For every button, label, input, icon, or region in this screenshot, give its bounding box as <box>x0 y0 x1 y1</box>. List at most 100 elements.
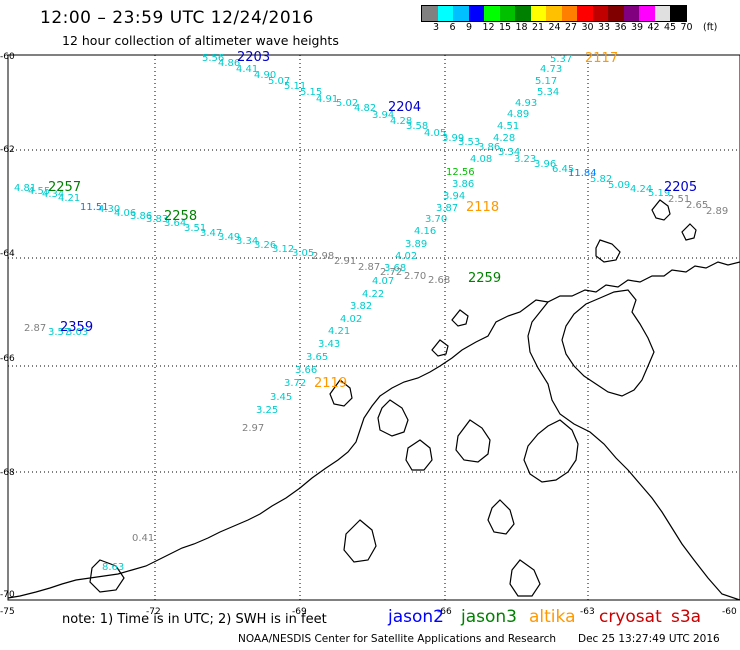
pass-time-label: 2119 <box>314 376 347 391</box>
wave-height-label: 4.28 <box>493 133 515 144</box>
wave-height-label: 4.81 <box>14 183 36 194</box>
wave-height-label: 4.91 <box>316 94 338 105</box>
legend-swatch <box>422 6 438 21</box>
legend-label: 18 <box>515 22 528 33</box>
legend-label: 42 <box>647 22 660 33</box>
satellite-name-altika: altika <box>529 607 576 627</box>
legend-label: 12 <box>482 22 495 33</box>
wave-height-label: 3.87 <box>436 203 458 214</box>
wave-height-label: 0.41 <box>132 533 154 544</box>
wave-height-label: 2.89 <box>706 206 728 217</box>
legend-swatch <box>561 6 577 21</box>
wave-height-label: 12.56 <box>446 167 475 178</box>
legend-swatch <box>453 6 469 21</box>
wave-height-label: 4.08 <box>470 154 492 165</box>
wave-height-label: 2.65 <box>686 200 708 211</box>
wave-height-label: 3.03 <box>66 327 88 338</box>
legend-swatch <box>515 6 531 21</box>
wave-height-label: 3.82 <box>350 301 372 312</box>
wave-height-label: 5.02 <box>336 98 358 109</box>
latitude-label: -70 <box>0 590 15 600</box>
legend-swatch <box>670 6 686 21</box>
wave-height-label: 4.89 <box>507 109 529 120</box>
longitude-label: -60 <box>722 607 737 617</box>
pass-time-label: 2117 <box>585 51 618 66</box>
latitude-label: -62 <box>0 145 15 155</box>
pass-time-label: 2359 <box>60 320 93 335</box>
wave-height-label: 3.68 <box>384 263 406 274</box>
wave-height-label: 3.86 <box>452 179 474 190</box>
wave-height-label: 4.24 <box>630 184 652 195</box>
footer-note: note: 1) Time is in UTC; 2) SWH is in fe… <box>62 612 327 627</box>
wave-height-label: 3.23 <box>514 154 536 165</box>
longitude-label: -69 <box>292 607 307 617</box>
latitude-label: -64 <box>0 249 15 259</box>
map-subtitle: 12 hour collection of altimeter wave hei… <box>62 33 339 48</box>
wave-height-label: 3.89 <box>405 239 427 250</box>
pass-time-label: 2204 <box>388 100 421 115</box>
graticule <box>8 55 740 600</box>
legend-swatch <box>484 6 500 21</box>
wave-height-label: 3.65 <box>306 352 328 363</box>
legend-label: 15 <box>499 22 512 33</box>
wave-height-label: 3.70 <box>425 214 447 225</box>
wave-height-label: 3.26 <box>254 240 276 251</box>
wave-height-label: 2.98 <box>312 251 334 262</box>
legend-swatch <box>546 6 562 21</box>
wave-height-label: 3.51 <box>184 223 206 234</box>
wave-height-label: 4.07 <box>372 276 394 287</box>
wave-height-label: 5.34 <box>537 87 559 98</box>
wave-height-label: 3.72 <box>284 378 306 389</box>
wave-height-label: 4.93 <box>515 98 537 109</box>
wave-height-label: 4.05 <box>424 128 446 139</box>
wave-height-label: 2.97 <box>242 423 264 434</box>
latitude-label: -68 <box>0 468 15 478</box>
axis-tick-labels: -60 -62 -64 -66 -68 -70 -75 -72 -69 -66 -63 -60 <box>0 52 737 617</box>
legend-label: 27 <box>565 22 578 33</box>
wave-height-label: 2.87 <box>24 323 46 334</box>
wave-height-label: 3.94 <box>443 191 465 202</box>
map-frame <box>7 54 740 601</box>
wave-height-label: 3.43 <box>318 339 340 350</box>
wave-height-label: 4.21 <box>58 193 80 204</box>
wave-height-label: 3.49 <box>218 232 240 243</box>
wave-height-label: 3.12 <box>272 244 294 255</box>
wave-height-label: 3.34 <box>498 147 520 158</box>
wave-height-label: 4.16 <box>414 226 436 237</box>
legend-swatch <box>468 6 484 21</box>
wave-height-label: 5.07 <box>268 76 290 87</box>
wave-height-labels: 5.564.864.414.905.075.115.154.915.024.82… <box>14 50 728 573</box>
legend-label: 70 <box>680 22 693 33</box>
wave-height-label: 3.58 <box>406 121 428 132</box>
pass-time-label: 2258 <box>164 209 197 224</box>
generation-timestamp: Dec 25 13:27:49 UTC 2016 <box>578 633 720 645</box>
wave-height-label: 3.66 <box>295 365 317 376</box>
legend-swatch <box>530 6 546 21</box>
wave-height-label: 4.22 <box>362 289 384 300</box>
coastline <box>7 199 740 601</box>
wave-height-label: 4.51 <box>497 121 519 132</box>
wave-height-label: 4.55 <box>28 186 50 197</box>
wave-height-label: 3.64 <box>164 218 186 229</box>
legend-label: 21 <box>532 22 545 33</box>
wave-height-label: 4.34 <box>42 189 64 200</box>
legend-swatch <box>592 6 608 21</box>
legend-label: 9 <box>466 22 473 33</box>
wave-height-label: 4.30 <box>98 204 120 215</box>
wave-height-label: 4.02 <box>395 251 417 262</box>
satellite-name-jason3: jason3 <box>461 607 517 627</box>
wave-height-label: 2.72 <box>380 267 402 278</box>
wave-height-label: 3.45 <box>270 392 292 403</box>
wave-height-label: 3.94 <box>372 110 394 121</box>
legend-label: 39 <box>631 22 644 33</box>
wave-height-label: 5.82 <box>590 174 612 185</box>
satellite-name-s3a: s3a <box>671 607 702 627</box>
legend-label: 24 <box>548 22 561 33</box>
latitude-label: -60 <box>0 52 15 62</box>
legend-swatch <box>623 6 639 21</box>
color-scale-legend <box>421 5 687 22</box>
wave-height-label: 2.51 <box>668 194 690 205</box>
legend-swatch <box>499 6 515 21</box>
legend-label: 6 <box>449 22 456 33</box>
